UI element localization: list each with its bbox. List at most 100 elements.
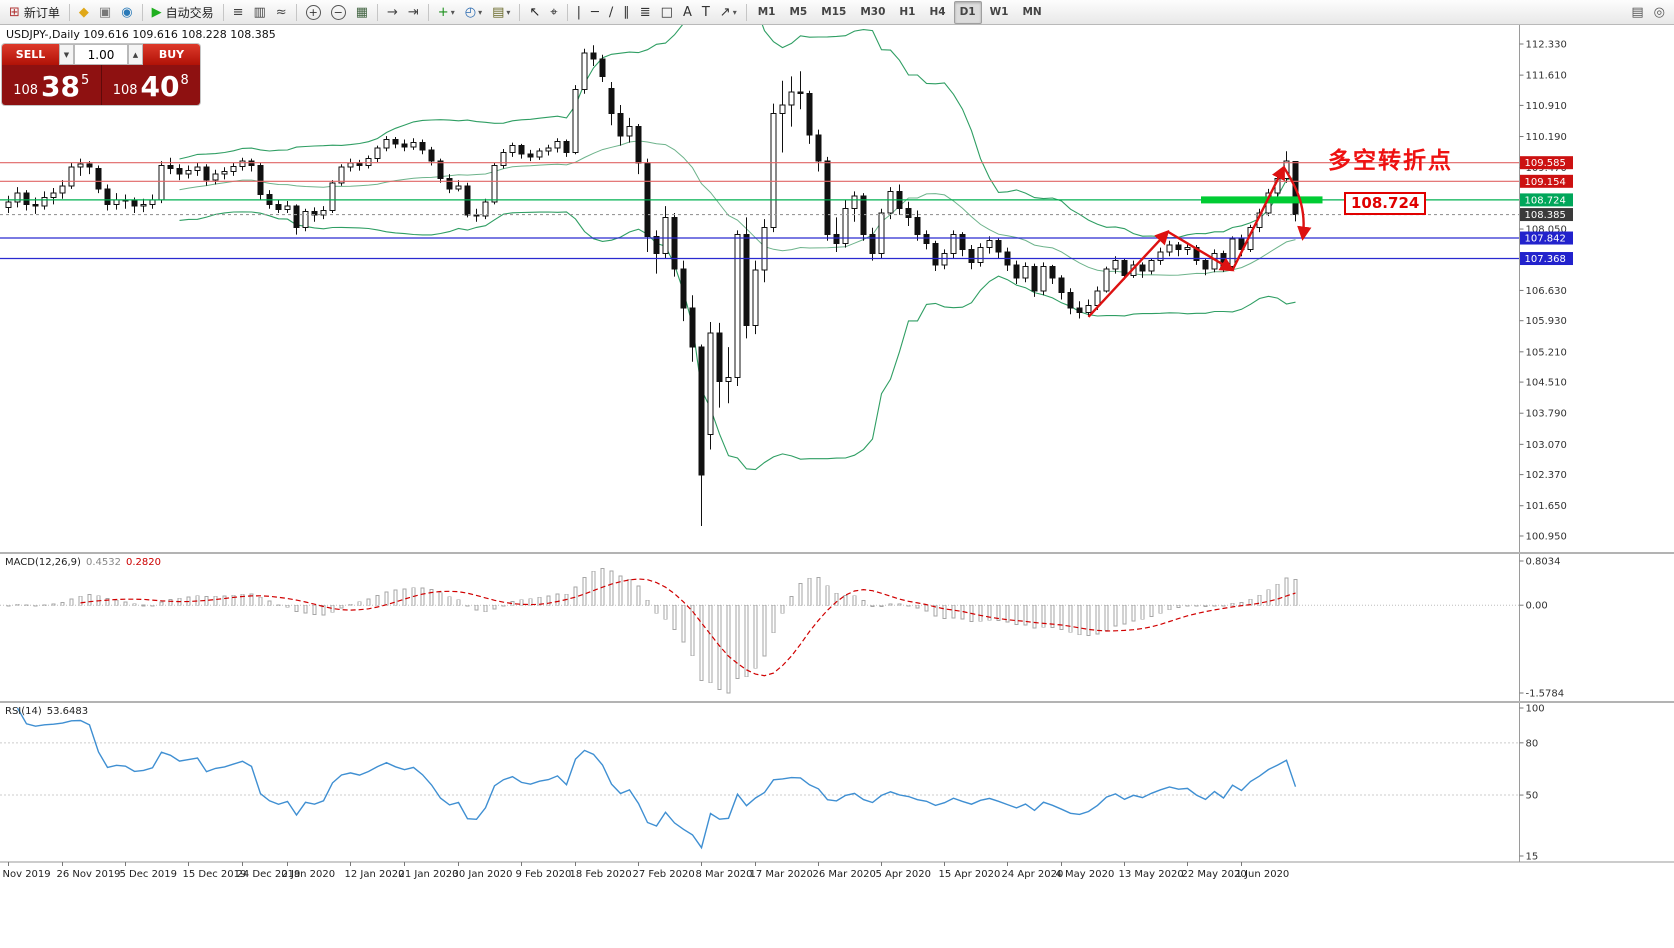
- fibonacci-icon[interactable]: ≣: [639, 4, 651, 20]
- toolbar: ⊞ 新订单 ◆ ▣ ◉ ▶ 自动交易 ≡ ▥ ≈ + − ▦ → ⇥ + ▾ ◴ ▾ ▤ ▾ ↖ ⌖ | ─ ∕ ∥ ≣ □ A T ↗ ▾ M1…: [0, 0, 1674, 25]
- trend-arrow-segment[interactable]: [1167, 230, 1235, 272]
- macd-signal-line: [80, 578, 1296, 677]
- timeframe-m30-button[interactable]: M30: [860, 6, 886, 18]
- price-badge-text: 107.368: [1525, 254, 1566, 265]
- tile-windows-icon[interactable]: ▦: [355, 4, 368, 20]
- toolbar-separator: [566, 3, 568, 21]
- price-divider: [100, 65, 102, 105]
- rsi-axis-label: 100: [1526, 704, 1545, 715]
- bar-chart-icon[interactable]: ≡: [232, 4, 244, 20]
- timeframe-h1-button[interactable]: H1: [899, 6, 916, 18]
- toolbar-separator: [222, 3, 224, 21]
- time-axis-label: 12 Jan 2020: [345, 869, 405, 880]
- price-axis-label: 106.630: [1526, 286, 1567, 297]
- volume-up-button[interactable]: ▲: [128, 44, 143, 65]
- timeframe-m1-button[interactable]: M1: [757, 6, 776, 18]
- periods-icon[interactable]: ◴ ▾: [464, 4, 483, 20]
- price-badge-text: 108.724: [1525, 195, 1566, 206]
- projection-arrow[interactable]: [1282, 166, 1312, 241]
- time-axis-label: 22 May 2020: [1182, 869, 1247, 880]
- buy-price-figure: 108: [112, 83, 138, 98]
- sell-price[interactable]: 108 38 5: [2, 65, 101, 105]
- trend-arrow-segment[interactable]: [1087, 229, 1170, 318]
- time-axis-label: 5 Apr 2020: [876, 869, 931, 880]
- zoom-in-icon[interactable]: +: [302, 1, 325, 24]
- chart-shift-icon[interactable]: ⇥: [407, 4, 419, 20]
- price-axis-label: 103.070: [1526, 440, 1567, 451]
- time-axis-label: 5 Dec 2019: [120, 869, 178, 880]
- highlight-price-label[interactable]: 108.724: [1344, 192, 1427, 215]
- trendline-icon[interactable]: ∕: [608, 4, 614, 20]
- sell-button[interactable]: SELL: [2, 44, 59, 65]
- timeframe-d1-button[interactable]: D1: [953, 0, 982, 24]
- price-axis-label: 101.650: [1526, 501, 1567, 512]
- time-axis-label: 2 Jan 2020: [282, 869, 336, 880]
- toolbar-separator: [68, 3, 70, 21]
- volume-input[interactable]: [74, 44, 128, 65]
- rsi-value: 53.6483: [46, 706, 89, 717]
- price-axis-label: 102.370: [1526, 470, 1567, 481]
- buy-button[interactable]: BUY: [143, 44, 200, 65]
- time-axis-label: Nov 2019: [3, 869, 51, 880]
- price-badge-text: 108.385: [1525, 210, 1566, 221]
- shapes-icon[interactable]: □: [660, 4, 673, 20]
- price-badge-text: 109.585: [1525, 158, 1566, 169]
- bull-bear-turning-point-label[interactable]: 多空转折点: [1328, 148, 1453, 174]
- sell-price-pips: 38: [41, 70, 80, 103]
- rsi-panel[interactable]: 100 80 50 15: [0, 704, 1545, 863]
- timeframe-m5-button[interactable]: M5: [789, 6, 808, 18]
- one-click-trading-panel: SELL ▼ ▲ BUY 108 38 5 108 40 8: [2, 44, 200, 105]
- macd-axis-label: 0.8034: [1526, 557, 1561, 568]
- data-window-icon[interactable]: ▤: [1631, 4, 1644, 20]
- macd-panel[interactable]: 0.8034 0.00 -1.5784: [0, 557, 1564, 700]
- indicators-icon[interactable]: + ▾: [437, 4, 455, 20]
- candlestick-chart-icon[interactable]: ▥: [253, 4, 266, 20]
- text-icon[interactable]: A: [682, 4, 692, 20]
- zoom-out-icon[interactable]: −: [327, 1, 350, 24]
- price-axis-label: 111.610: [1526, 71, 1567, 82]
- horizontal-line-icon[interactable]: ─: [591, 4, 599, 20]
- metaeditor-icon[interactable]: ◆: [78, 4, 89, 20]
- timeframe-m15-button[interactable]: M15: [821, 6, 847, 18]
- autotrade-button[interactable]: ▶ 自动交易: [151, 4, 214, 20]
- signals-icon[interactable]: ◉: [121, 4, 133, 20]
- sell-price-figure: 108: [13, 83, 39, 98]
- price-axis-label: 110.910: [1526, 101, 1567, 112]
- trend-arrow-segment[interactable]: [1231, 165, 1285, 271]
- symbol-ohlc-line: USDJPY-,Daily 109.616 109.616 108.228 10…: [6, 28, 276, 41]
- price-axis-label: 105.210: [1526, 347, 1567, 358]
- macd-value-signal: 0.2820: [125, 557, 161, 568]
- new-order-button[interactable]: ⊞ 新订单: [9, 4, 60, 20]
- price-axis-label: 103.790: [1526, 409, 1567, 420]
- price-badge: [1520, 174, 1573, 188]
- crosshair-icon[interactable]: ⌖: [550, 4, 558, 20]
- search-icon[interactable]: ◎: [1653, 4, 1665, 20]
- volume-down-button[interactable]: ▼: [59, 44, 74, 65]
- cursor-icon[interactable]: ↖: [529, 4, 541, 20]
- line-chart-icon[interactable]: ≈: [275, 4, 287, 20]
- templates-icon[interactable]: ▤ ▾: [492, 4, 511, 20]
- highlight-zone[interactable]: [1201, 196, 1323, 204]
- time-axis-label: 13 May 2020: [1119, 869, 1184, 880]
- arrows-icon[interactable]: ↗ ▾: [719, 4, 737, 20]
- timeframe-mn-button[interactable]: MN: [1022, 6, 1042, 18]
- buy-price[interactable]: 108 40 8: [102, 65, 201, 105]
- market-icon[interactable]: ▣: [98, 4, 112, 20]
- price-badge: [1520, 193, 1573, 207]
- time-axis-label: 24 Apr 2020: [1002, 869, 1064, 880]
- label-icon[interactable]: T: [701, 4, 710, 20]
- main-chart-area[interactable]: [0, 0, 1519, 527]
- toolbar-separator: [745, 3, 747, 21]
- timeframe-h4-button[interactable]: H4: [929, 6, 946, 18]
- channel-icon[interactable]: ∥: [623, 4, 630, 20]
- timeframe-w1-button[interactable]: W1: [989, 6, 1009, 18]
- time-axis-label: 1 Jun 2020: [1236, 869, 1290, 880]
- candles: [5, 45, 1299, 527]
- vertical-line-icon[interactable]: |: [576, 4, 582, 20]
- time-axis-label: 24 Dec 2019: [237, 869, 301, 880]
- time-axis-label: 21 Jan 2020: [399, 869, 459, 880]
- auto-scroll-icon[interactable]: →: [386, 4, 398, 20]
- time-axis-label: 4 May 2020: [1056, 869, 1115, 880]
- sell-price-point: 5: [81, 73, 90, 88]
